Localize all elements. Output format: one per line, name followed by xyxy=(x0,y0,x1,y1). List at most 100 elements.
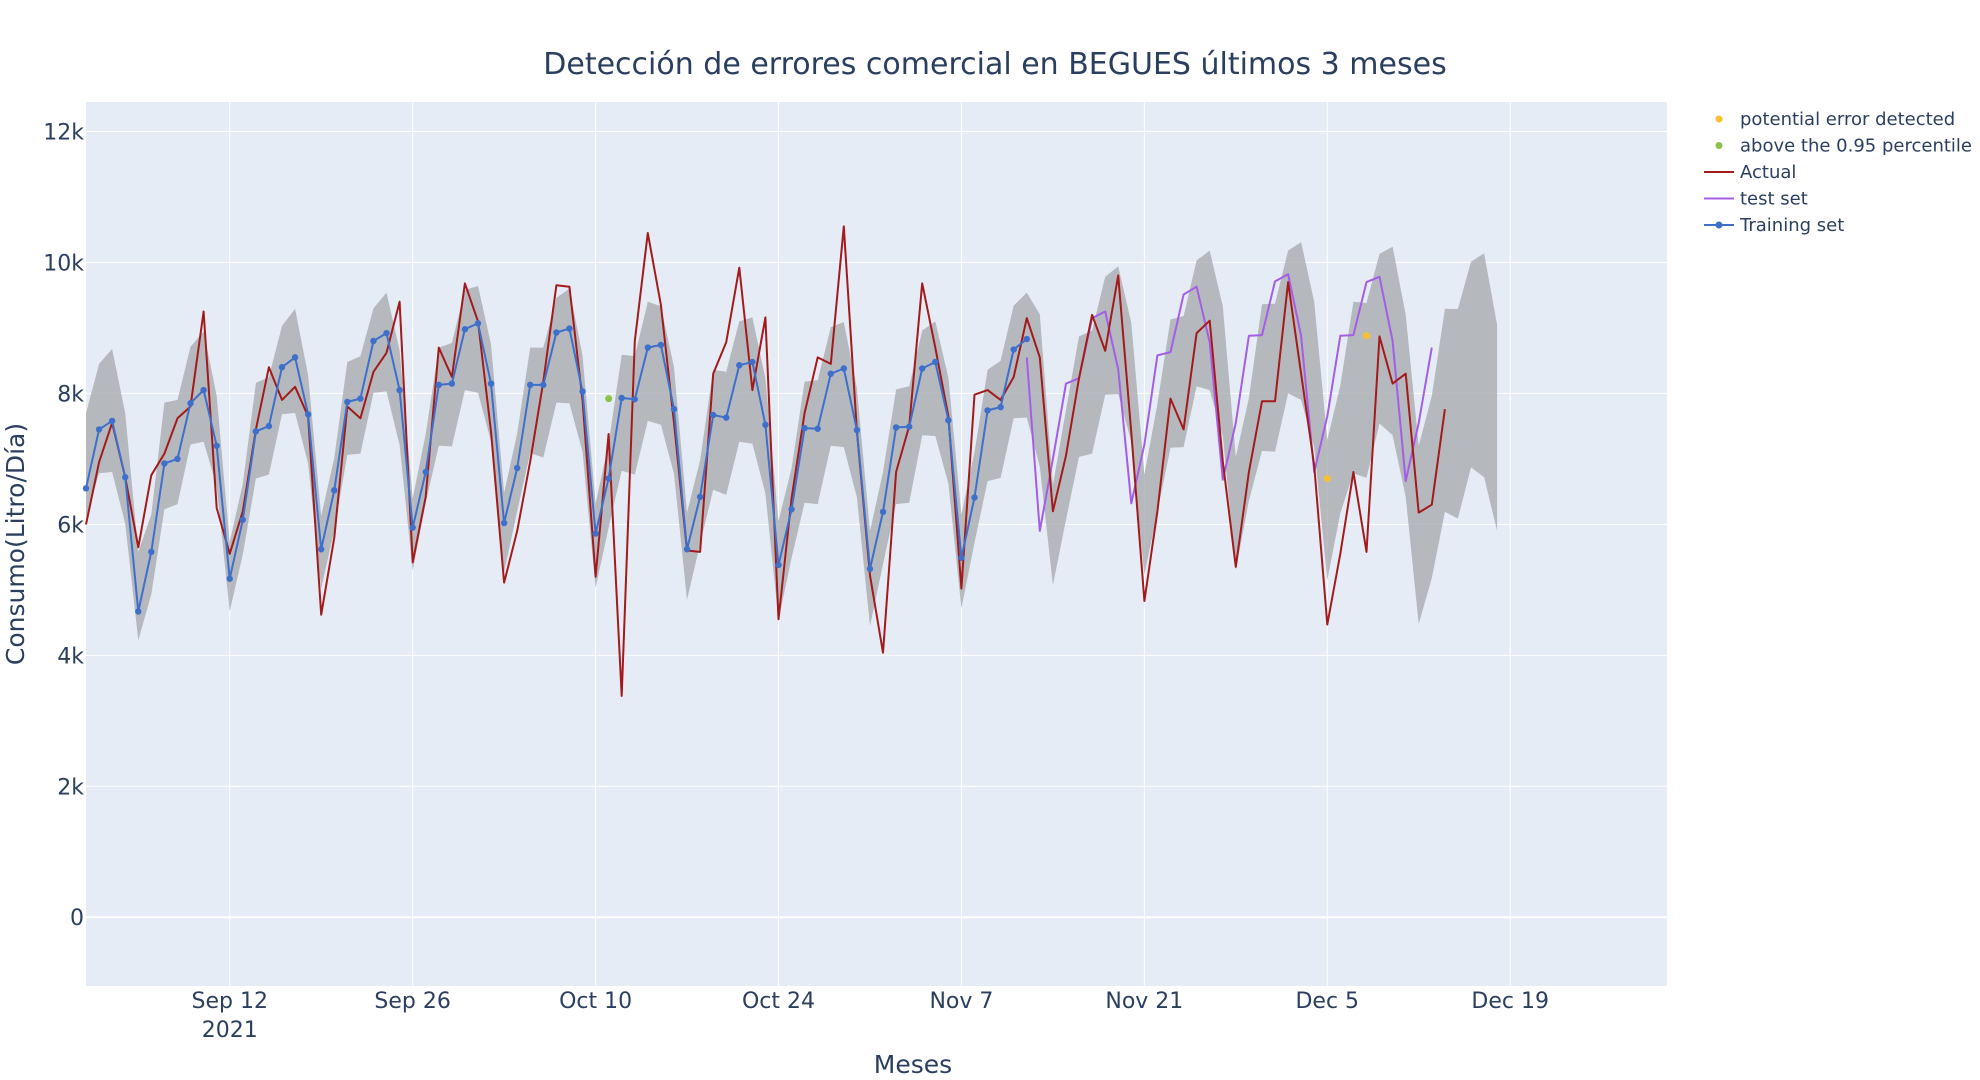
training-point xyxy=(82,485,90,492)
x-axis-title: Meses xyxy=(874,1050,952,1079)
training-point xyxy=(905,423,913,430)
training-point xyxy=(108,417,116,425)
training-point xyxy=(579,388,586,395)
training-point xyxy=(644,344,652,351)
legend-item[interactable]: Actual xyxy=(1704,162,1796,183)
legend-label: potential error detected xyxy=(1740,109,1955,130)
training-point xyxy=(775,561,782,569)
legend-label: above the 0.95 percentile xyxy=(1740,136,1972,157)
training-point xyxy=(1010,346,1017,353)
training-point xyxy=(540,381,547,389)
training-point xyxy=(95,426,103,433)
error-point xyxy=(1362,332,1370,340)
training-point xyxy=(174,455,181,463)
training-point xyxy=(709,411,717,419)
percentile-point xyxy=(605,395,613,403)
training-point xyxy=(291,354,299,361)
training-point xyxy=(866,565,874,573)
training-point xyxy=(396,386,403,394)
training-point xyxy=(932,358,939,366)
training-point xyxy=(487,380,495,387)
training-point xyxy=(670,405,678,413)
legend-marker xyxy=(1715,115,1723,123)
training-point xyxy=(840,365,848,372)
y-gridlines xyxy=(86,130,1667,919)
training-point xyxy=(605,475,612,482)
training-point xyxy=(474,320,482,327)
legend-label: test set xyxy=(1740,189,1808,210)
training-point xyxy=(121,474,129,481)
training-point xyxy=(304,411,312,418)
x-tick-labels: Sep 12 2021 Sep 26 Oct 10 Oct 24 Nov 7 Nov 21 D… xyxy=(192,989,1549,1043)
training-point xyxy=(448,380,456,387)
training-point xyxy=(435,381,442,389)
training-point xyxy=(278,364,286,371)
legend-marker xyxy=(1715,142,1723,149)
training-point xyxy=(252,428,260,435)
training-point xyxy=(265,422,273,430)
training-point xyxy=(919,365,926,372)
training-point xyxy=(592,530,599,537)
training-point xyxy=(958,554,965,561)
training-point xyxy=(749,358,756,366)
training-point xyxy=(631,396,638,403)
legend-marker xyxy=(1715,221,1723,229)
training-point xyxy=(331,487,338,494)
legend-item[interactable]: above the 0.95 percentile xyxy=(1715,136,1973,157)
series-line-actual xyxy=(85,225,1446,697)
training-point xyxy=(161,460,168,467)
x-tick-label: Nov 21 xyxy=(1105,989,1183,1014)
training-point xyxy=(566,325,573,332)
x-tick-label: Nov 7 xyxy=(929,989,993,1014)
training-point xyxy=(618,394,625,402)
training-point xyxy=(971,494,978,501)
training-point xyxy=(422,468,429,476)
y-tick-label: 12k xyxy=(43,120,84,145)
training-point xyxy=(344,398,351,406)
training-point xyxy=(945,417,952,424)
training-point xyxy=(814,425,821,432)
legend-item[interactable]: Training set xyxy=(1704,215,1844,236)
training-point xyxy=(657,341,665,349)
training-point xyxy=(370,337,377,345)
x-tick-label: Dec 5 xyxy=(1295,989,1359,1014)
y-tick-label: 2k xyxy=(57,775,84,800)
legend-label: Training set xyxy=(1739,215,1844,236)
series-line-test-set xyxy=(1025,273,1433,532)
confidence-band xyxy=(86,242,1498,641)
x-tick-label: Oct 24 xyxy=(742,989,815,1014)
training-point xyxy=(213,442,220,449)
training-point xyxy=(357,395,364,402)
training-point xyxy=(1023,335,1030,343)
training-point xyxy=(383,329,390,337)
training-point xyxy=(892,424,900,431)
training-point xyxy=(317,546,325,553)
training-point xyxy=(148,548,155,556)
chart-title: Detección de errores comercial en BEGUES… xyxy=(543,47,1446,82)
training-point xyxy=(461,326,469,333)
y-tick-label: 4k xyxy=(57,644,84,669)
legend[interactable]: potential error detected above the 0.95 p… xyxy=(1704,109,1972,236)
training-point xyxy=(500,519,508,527)
training-point xyxy=(527,381,534,389)
legend-item[interactable]: potential error detected xyxy=(1715,109,1956,130)
training-point xyxy=(801,424,808,432)
training-point xyxy=(226,575,233,582)
y-tick-labels: 0 2k 4k 6k 8k 10k 12k xyxy=(43,120,84,931)
legend-item[interactable]: test set xyxy=(1704,189,1808,210)
y-tick-label: 10k xyxy=(43,251,84,276)
training-point xyxy=(723,414,730,421)
training-point xyxy=(135,608,142,615)
legend-label: Actual xyxy=(1740,162,1796,183)
y-tick-label: 8k xyxy=(57,382,84,407)
x-tick-label: Dec 19 xyxy=(1471,989,1549,1014)
training-point xyxy=(736,362,743,369)
training-point xyxy=(239,516,246,523)
confidence-band-area xyxy=(86,242,1498,641)
x-tick-label: Sep 12 xyxy=(192,989,268,1014)
training-point xyxy=(187,400,194,407)
training-point xyxy=(788,506,795,513)
training-point xyxy=(879,508,887,516)
training-point xyxy=(513,464,521,472)
